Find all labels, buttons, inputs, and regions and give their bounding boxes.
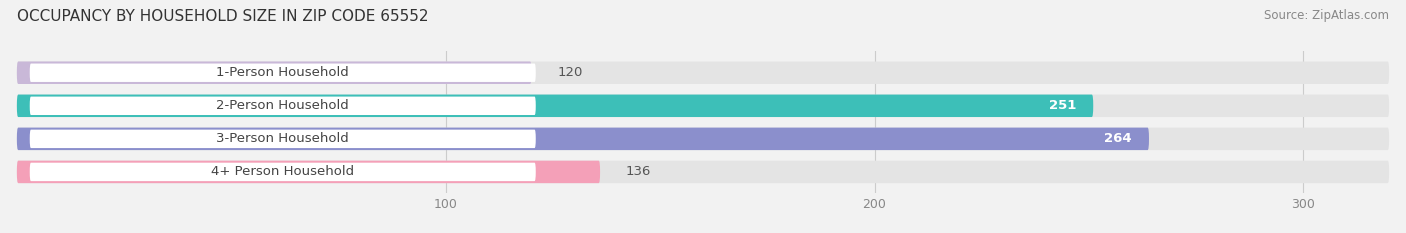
Text: Source: ZipAtlas.com: Source: ZipAtlas.com xyxy=(1264,9,1389,22)
FancyBboxPatch shape xyxy=(17,62,1389,84)
Text: 251: 251 xyxy=(1049,99,1076,112)
Text: 264: 264 xyxy=(1104,132,1132,145)
Text: 136: 136 xyxy=(626,165,651,178)
Text: 1-Person Household: 1-Person Household xyxy=(217,66,349,79)
Text: 3-Person Household: 3-Person Household xyxy=(217,132,349,145)
Text: 2-Person Household: 2-Person Household xyxy=(217,99,349,112)
FancyBboxPatch shape xyxy=(17,128,1389,150)
Text: OCCUPANCY BY HOUSEHOLD SIZE IN ZIP CODE 65552: OCCUPANCY BY HOUSEHOLD SIZE IN ZIP CODE … xyxy=(17,9,429,24)
FancyBboxPatch shape xyxy=(30,97,536,115)
Text: 120: 120 xyxy=(557,66,582,79)
FancyBboxPatch shape xyxy=(17,161,1389,183)
FancyBboxPatch shape xyxy=(30,64,536,82)
FancyBboxPatch shape xyxy=(17,95,1389,117)
FancyBboxPatch shape xyxy=(17,62,531,84)
FancyBboxPatch shape xyxy=(17,161,600,183)
FancyBboxPatch shape xyxy=(30,130,536,148)
FancyBboxPatch shape xyxy=(17,128,1149,150)
FancyBboxPatch shape xyxy=(30,163,536,181)
Text: 4+ Person Household: 4+ Person Household xyxy=(211,165,354,178)
FancyBboxPatch shape xyxy=(17,95,1094,117)
